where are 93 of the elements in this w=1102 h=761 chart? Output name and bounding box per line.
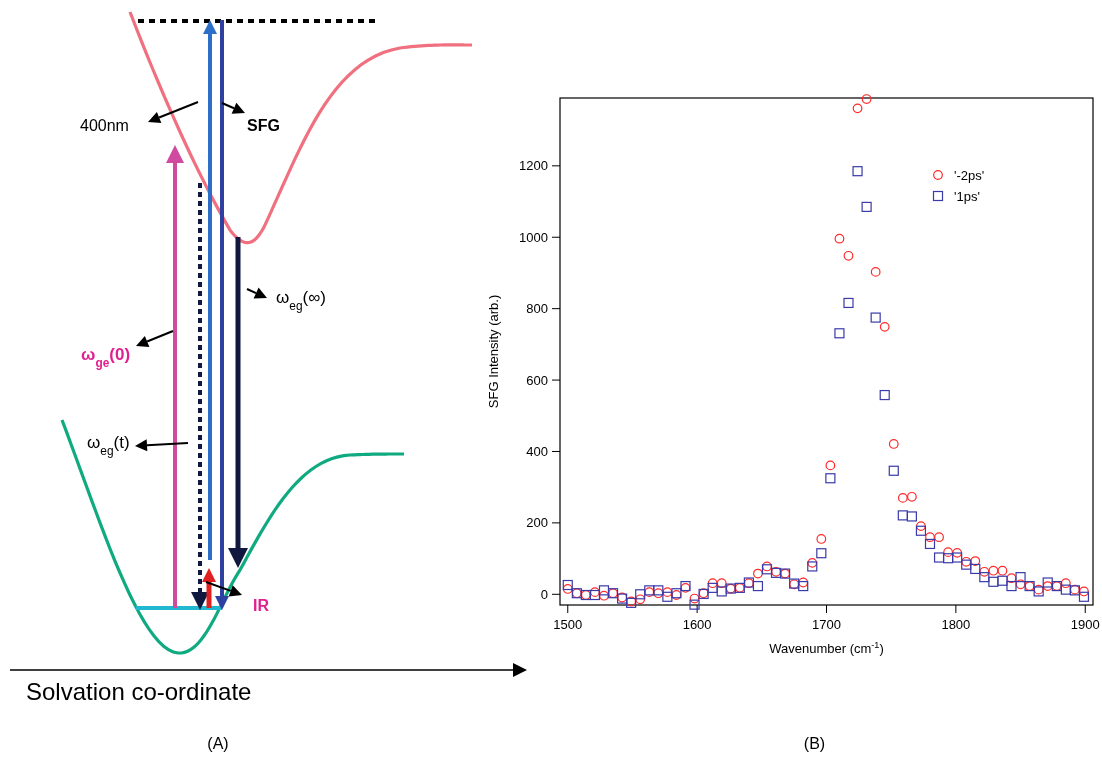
point: [843, 297, 854, 309]
point: [997, 575, 1008, 586]
legend-label: '1ps': [954, 189, 980, 204]
point: [1079, 586, 1089, 597]
point: [689, 593, 700, 604]
x-axis-title: Wavenumber (cm$^{-1}$): [769, 640, 884, 656]
point: [906, 491, 917, 502]
text: SFG: [247, 117, 280, 134]
point: [979, 566, 990, 577]
point: [635, 594, 646, 605]
point: [952, 552, 963, 563]
text: ω$_{eg}$(t): [87, 433, 130, 458]
y-tick-label: 0: [540, 586, 548, 602]
point: [933, 552, 945, 563]
point: [1015, 572, 1026, 583]
point: [662, 587, 673, 598]
point: [852, 166, 863, 177]
point: [562, 584, 573, 594]
point: [635, 589, 646, 600]
point: [997, 565, 1008, 576]
point: [834, 328, 845, 339]
point: [925, 532, 935, 543]
legend-label: '-2ps': [954, 168, 985, 183]
text: 400nm: [80, 117, 129, 134]
x-tick-label: 1700: [812, 617, 841, 632]
point: [752, 580, 764, 592]
point: [1042, 581, 1053, 591]
point: [834, 233, 845, 244]
point: [879, 389, 890, 401]
point: [807, 561, 818, 572]
y-tick-label: 1000: [519, 229, 548, 245]
point: [897, 492, 908, 503]
point: [870, 312, 881, 323]
point: [870, 266, 881, 277]
point: [816, 534, 827, 544]
point: [897, 510, 908, 521]
point: [1042, 577, 1053, 588]
x-tick-label: 1800: [941, 617, 971, 632]
point: [798, 577, 809, 588]
point: [843, 250, 854, 261]
point: [807, 557, 818, 568]
y-tick-label: 200: [526, 515, 548, 531]
point: [906, 511, 917, 522]
point: [943, 547, 954, 558]
point: [852, 103, 863, 114]
y-tick-label: 400: [526, 443, 548, 459]
point: [915, 525, 927, 536]
point: [1006, 580, 1017, 592]
text: Solvation co-ordinate: [26, 678, 252, 705]
point: [861, 94, 872, 104]
point: [662, 591, 673, 602]
point: [888, 465, 899, 476]
point: [816, 548, 827, 559]
point: [798, 580, 809, 592]
point: [879, 321, 890, 332]
point: [1060, 578, 1071, 589]
y-tick-label: 800: [526, 301, 548, 317]
y-axis-title: SFG Intensity (arb.): [486, 294, 501, 409]
point: [934, 532, 944, 543]
x-tick-label: 1600: [682, 617, 712, 632]
point: [1078, 591, 1090, 602]
text: ω$_{eg}$(∞): [276, 288, 326, 313]
point: [988, 576, 999, 587]
x-tick-label: 1900: [1070, 617, 1100, 632]
point: [707, 582, 718, 593]
y-tick-label: 600: [526, 372, 548, 388]
point: [689, 599, 700, 610]
y-tick-label: 1200: [519, 158, 548, 174]
point: [716, 586, 727, 597]
point: [1060, 584, 1071, 595]
point: [825, 473, 836, 484]
point: [924, 538, 936, 550]
point: [861, 201, 872, 212]
point: [599, 590, 609, 601]
text: (A): [207, 735, 229, 752]
point: [952, 547, 963, 558]
point: [753, 568, 763, 579]
point: [598, 585, 610, 596]
point: [988, 565, 999, 576]
point: [979, 572, 990, 583]
point: [943, 553, 954, 564]
point: [916, 521, 926, 531]
point: [1006, 573, 1017, 584]
text: IR: [253, 597, 270, 614]
x-tick-label: 1500: [553, 617, 583, 632]
text: (B): [803, 735, 826, 752]
point: [825, 460, 836, 471]
point: [707, 578, 718, 589]
text: ω$_{ge}$(0): [81, 345, 131, 370]
point: [888, 439, 899, 449]
point: [970, 563, 981, 575]
point: [562, 579, 573, 591]
point: [970, 556, 981, 566]
